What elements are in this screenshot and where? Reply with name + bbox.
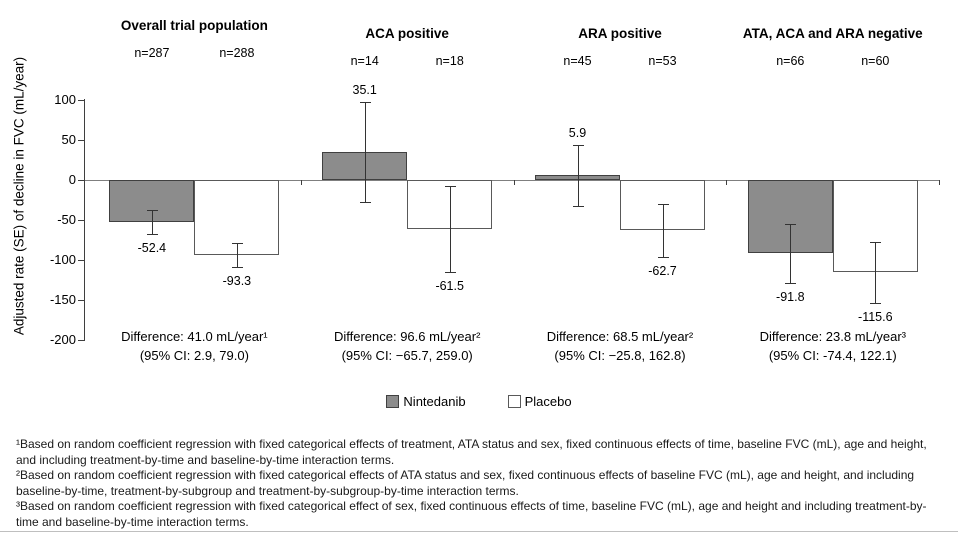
footnote-3: ³Based on random coefficient regression …	[16, 499, 927, 529]
n-label: n=18	[435, 54, 464, 68]
error-bar-cap	[444, 272, 456, 274]
difference-ci-label: (95% CI: 2.9, 79.0)	[139, 348, 249, 363]
legend-label-placebo: Placebo	[524, 394, 572, 409]
error-bar-cap	[657, 203, 669, 205]
difference-label: Difference: 23.8 mL/year³	[759, 329, 907, 344]
y-tick-label: 0	[68, 172, 76, 187]
y-axis-tick	[78, 140, 85, 141]
x-axis-tick	[513, 180, 515, 185]
group-title: ATA, ACA and ARA negative	[742, 26, 923, 41]
error-bar-cap	[231, 242, 243, 244]
legend-item-placebo: Placebo	[507, 394, 572, 409]
error-bar-line	[875, 242, 877, 303]
x-axis-tick	[939, 180, 941, 185]
bar-value-label: -62.7	[648, 263, 677, 278]
error-bar-line	[577, 144, 579, 206]
y-tick-label: -50	[57, 212, 76, 227]
footnotes: ¹Based on random coefficient regression …	[16, 437, 944, 531]
difference-label: Difference: 41.0 mL/year¹	[121, 329, 268, 344]
n-label: n=288	[219, 46, 255, 60]
bar-nintedanib	[109, 180, 195, 222]
error-bar-line	[151, 209, 153, 234]
x-axis-tick	[726, 180, 728, 185]
n-label: n=60	[861, 54, 890, 68]
difference-label: Difference: 68.5 mL/year²	[546, 329, 694, 344]
error-bar-cap	[359, 102, 371, 104]
error-bar-line	[790, 223, 792, 284]
y-axis-tick	[78, 100, 85, 101]
error-bar-line	[236, 242, 238, 267]
error-bar-cap	[785, 223, 797, 225]
x-axis-tick	[300, 180, 302, 185]
error-bar-cap	[146, 209, 158, 211]
error-bar-cap	[359, 201, 371, 203]
difference-ci-label: (95% CI: −25.8, 162.8)	[554, 348, 686, 363]
y-axis-tick	[78, 180, 85, 181]
group-title: ARA positive	[578, 26, 662, 41]
error-bar-cap	[870, 302, 882, 304]
y-axis-tick	[78, 220, 85, 221]
error-bar-cap	[572, 144, 584, 146]
n-label: n=66	[776, 54, 805, 68]
y-tick-label: -200	[49, 332, 76, 347]
y-tick-label: -150	[49, 292, 76, 307]
y-axis-tick	[78, 340, 85, 341]
bar-value-label: -91.8	[776, 290, 805, 305]
n-label: n=14	[350, 54, 379, 68]
difference-label: Difference: 96.6 mL/year²	[333, 329, 481, 344]
error-bar-cap	[231, 266, 243, 268]
bar-value-label: -115.6	[858, 309, 893, 324]
y-axis-title: Adjusted rate (SE) of decline in FVC (mL…	[11, 56, 27, 336]
error-bar-cap	[657, 256, 669, 258]
error-bar-cap	[572, 205, 584, 207]
difference-ci-label: (95% CI: −65.7, 259.0)	[341, 348, 473, 363]
group-title: Overall trial population	[120, 18, 268, 33]
difference-ci-label: (95% CI: -74.4, 122.1)	[768, 348, 897, 363]
error-bar-cap	[870, 242, 882, 244]
bar-value-label: 5.9	[568, 125, 587, 140]
bar-placebo	[194, 180, 280, 255]
y-axis-tick	[78, 260, 85, 261]
group-title: ACA positive	[365, 26, 449, 41]
n-label: n=45	[563, 54, 592, 68]
bar-value-label: -61.5	[435, 279, 464, 294]
bar-value-label: -52.4	[137, 240, 167, 255]
placebo-swatch-icon	[507, 395, 521, 408]
footnote-2: ²Based on random coefficient regression …	[16, 468, 915, 498]
legend: Nintedanib Placebo	[0, 394, 958, 409]
error-bar-cap	[785, 283, 797, 285]
legend-label-nintedanib: Nintedanib	[403, 394, 466, 409]
error-bar-line	[449, 186, 451, 273]
footnote-1: ¹Based on random coefficient regression …	[16, 437, 927, 467]
bar-value-label: -93.3	[222, 273, 252, 288]
y-tick-label: -100	[49, 252, 76, 267]
error-bar-line	[364, 102, 366, 202]
bar-chart: Adjusted rate (SE) of decline in FVC (mL…	[11, 18, 941, 363]
error-bar-line	[662, 203, 664, 257]
n-label: n=53	[648, 54, 677, 68]
x-axis-line	[85, 180, 940, 181]
y-tick-label: 50	[61, 132, 76, 147]
error-bar-cap	[444, 186, 456, 187]
legend-item-nintedanib: Nintedanib	[386, 394, 466, 409]
nintedanib-swatch-icon	[386, 395, 400, 408]
bar-value-label: 35.1	[352, 83, 377, 98]
y-axis-tick	[78, 300, 85, 301]
error-bar-cap	[146, 233, 158, 235]
n-label: n=287	[134, 46, 170, 60]
y-tick-label: 100	[54, 92, 76, 107]
